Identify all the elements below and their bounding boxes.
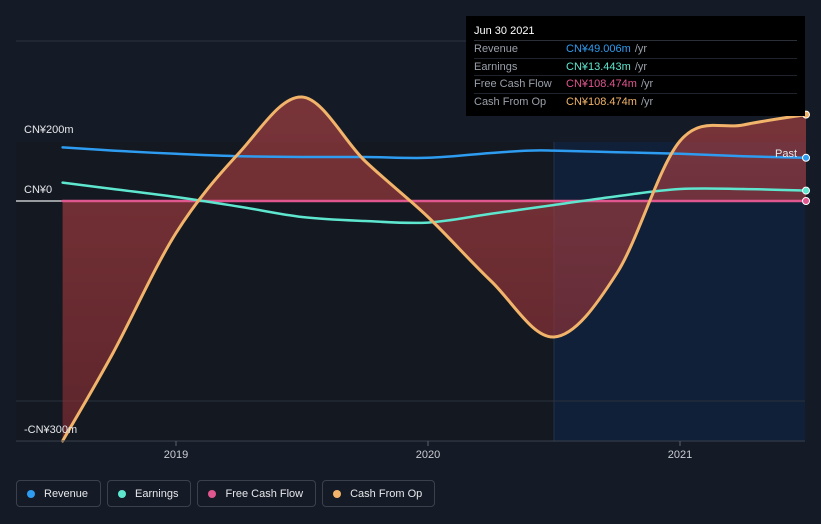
- series-line-revenue: [61, 146, 808, 160]
- series-line-cash-from-op: [61, 95, 808, 443]
- tooltip-label: Revenue: [474, 43, 519, 55]
- legend-item-revenue[interactable]: Revenue: [16, 480, 102, 507]
- x-tick-label: 2021: [668, 449, 692, 461]
- tooltip-label: Earnings: [474, 60, 518, 73]
- legend-item-free-cash-flow[interactable]: Free Cash Flow: [197, 480, 317, 507]
- tooltip-panel: Jun 30 2021 Revenue CN¥49.006m /yr Earni…: [466, 16, 805, 116]
- tooltip-label: Free Cash Flow: [474, 78, 552, 90]
- series-line-earnings: [61, 181, 808, 225]
- y-tick-label: CN¥0: [24, 184, 52, 196]
- legend-label: Earnings: [135, 487, 179, 500]
- legend-label: Cash From Op: [350, 487, 423, 500]
- y-tick-label: CN¥200m: [24, 124, 74, 136]
- series-area-cash-from-op: [62, 96, 807, 441]
- past-label: Past: [775, 148, 797, 160]
- series-end-point-revenue: [802, 153, 810, 162]
- tooltip-row-earnings: Earnings CN¥13.443m /yr: [474, 59, 797, 76]
- tooltip-row-cash-from-op: Cash From Op CN¥108.474m /yr: [474, 94, 797, 111]
- legend: Revenue Earnings Free Cash Flow Cash Fro…: [16, 480, 436, 507]
- legend-dot-icon: [27, 489, 35, 498]
- x-tick-label: 2020: [416, 449, 440, 461]
- tooltip-unit: /yr: [640, 95, 654, 108]
- legend-item-earnings[interactable]: Earnings: [107, 480, 192, 507]
- legend-dot-icon: [208, 489, 217, 498]
- tooltip-date: Jun 30 2021: [474, 22, 797, 41]
- legend-dot-icon: [118, 489, 127, 498]
- legend-dot-icon: [333, 489, 342, 498]
- tooltip-row-revenue: Revenue CN¥49.006m /yr: [474, 41, 797, 59]
- tooltip-value: CN¥13.443m: [566, 60, 631, 73]
- series-end-point-free-cash-flow: [802, 197, 810, 205]
- legend-label: Free Cash Flow: [225, 487, 304, 500]
- tooltip-unit: /yr: [640, 78, 654, 90]
- tooltip-value: CN¥49.006m: [566, 43, 631, 55]
- tooltip-row-free-cash-flow: Free Cash Flow CN¥108.474m /yr: [474, 76, 797, 94]
- tooltip-unit: /yr: [634, 60, 648, 73]
- series-end-point-earnings: [802, 186, 810, 195]
- tooltip-unit: /yr: [634, 43, 648, 55]
- tooltip-value: CN¥108.474m: [566, 95, 637, 108]
- tooltip-value: CN¥108.474m: [566, 78, 637, 90]
- x-tick-label: 2019: [164, 449, 188, 461]
- legend-item-cash-from-op[interactable]: Cash From Op: [322, 480, 436, 507]
- tooltip-label: Cash From Op: [474, 95, 547, 108]
- y-tick-label: -CN¥300m: [24, 424, 77, 436]
- legend-label: Revenue: [44, 487, 89, 500]
